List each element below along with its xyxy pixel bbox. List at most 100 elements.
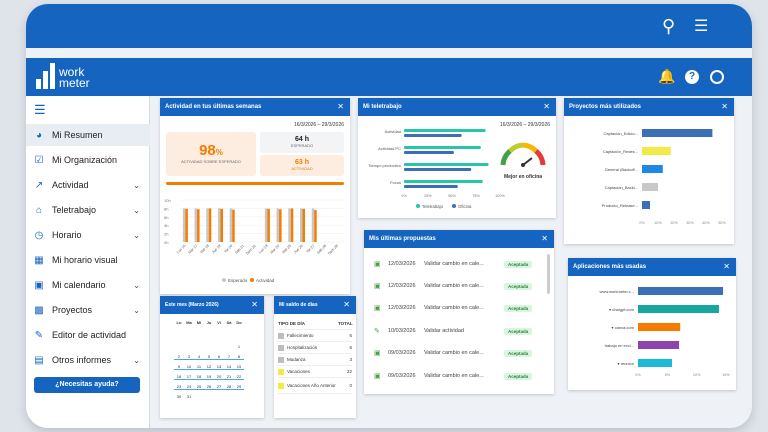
calendar-day[interactable]: 23	[174, 384, 184, 390]
list-item[interactable]: ✎ 10/03/2026 Validar actividad Aceptada	[374, 325, 542, 337]
chevron-down-icon: ⌄	[133, 355, 140, 365]
calendar-day[interactable]: 28	[224, 384, 234, 390]
close-icon[interactable]: ✕	[251, 300, 258, 309]
calendar-day[interactable]: 31	[186, 394, 192, 399]
calendar-day[interactable]: 27	[214, 384, 224, 390]
sidebar-item-mi-horario-visual[interactable]: ▦ Mi horario visual	[26, 249, 150, 271]
x-tick-label: 50%	[718, 221, 726, 225]
user-account-icon[interactable]	[710, 70, 724, 84]
bell-icon[interactable]: 🔔	[658, 68, 676, 84]
proposal-desc: Validar cambio en cale...	[424, 373, 484, 379]
sidebar-item-actividad[interactable]: ↗ Actividad ⌄	[26, 174, 150, 196]
calendar-day[interactable]: 9	[174, 364, 184, 370]
hamburger-menu-icon[interactable]: ☰	[694, 18, 709, 35]
y-category-label: Tiempo productivo	[368, 163, 402, 168]
bar-oficina	[404, 185, 458, 188]
close-icon[interactable]: ✕	[721, 102, 728, 111]
calendar-day[interactable]: 1	[237, 344, 241, 349]
list-item[interactable]: ▣ 12/03/2026 Validar cambio en cale... A…	[374, 258, 542, 270]
sidebar-item-editor-de-actividad[interactable]: ✎ Editor de actividad	[26, 324, 150, 346]
calendar-day[interactable]: 3	[184, 354, 194, 360]
bar-oficina	[404, 151, 454, 154]
scrollbar[interactable]	[547, 254, 550, 294]
x-tick-label: 25%	[424, 194, 432, 198]
close-icon[interactable]: ✕	[723, 262, 730, 271]
list-item[interactable]: ▣ 09/03/2026 Validar cambio en cale... A…	[374, 370, 542, 382]
help-icon[interactable]: ?	[685, 70, 699, 84]
sidebar-item-mi-calendario[interactable]: ▣ Mi calendario ⌄	[26, 274, 150, 296]
sidebar-item-otros-informes[interactable]: ▤ Otros informes ⌄	[26, 349, 150, 371]
x-tick-label: Jue 19	[211, 244, 221, 254]
calendar-day[interactable]: 21	[224, 374, 234, 380]
calendar-day[interactable]: 24	[184, 384, 194, 390]
list-item[interactable]: ▣ 12/03/2026 Validar cambio en cale... A…	[374, 302, 542, 314]
activity-hours: 63 h	[294, 159, 309, 166]
logo-bars-icon	[36, 63, 55, 89]
calendar-day[interactable]: 5	[204, 354, 214, 360]
close-icon[interactable]: ✕	[541, 234, 548, 243]
calendar-day[interactable]: 20	[214, 374, 224, 380]
help-button[interactable]: ¿Necesitas ayuda?	[34, 377, 140, 393]
calendar-card: Este mes (Marzo 2026) ✕ Lu Ma Mi Ju Vi S…	[160, 296, 264, 418]
calendar-day[interactable]: 17	[184, 374, 194, 380]
list-item[interactable]: ▣ 09/03/2026 Validar cambio en cale... A…	[374, 347, 542, 359]
calendar-day[interactable]: 4	[194, 354, 204, 360]
calendar-day[interactable]: 13	[214, 364, 224, 370]
calendar-day[interactable]: 26	[204, 384, 214, 390]
calendar-day[interactable]: 11	[194, 364, 204, 370]
calendar-day[interactable]: 14	[224, 364, 234, 370]
sidebar-item-horario[interactable]: ◷ Horario ⌄	[26, 224, 150, 246]
calendar-icon: ▣	[374, 373, 381, 380]
y-category-label: trabajo en excl...	[605, 343, 634, 348]
sidebar-item-label: Editor de actividad	[52, 330, 127, 340]
calendar-day[interactable]: 25	[194, 384, 204, 390]
x-tick-label: 75%	[472, 194, 480, 198]
status-badge: Aceptada	[504, 304, 533, 312]
sidebar-item-teletrabajo[interactable]: ⌂ Teletrabajo ⌄	[26, 199, 150, 221]
sidebar-item-mi-resumen[interactable]: ◕ Mi Resumen	[26, 124, 150, 146]
card-title: Mis últimas propuestas	[369, 236, 436, 242]
x-tick-label: Dom 22	[245, 244, 257, 256]
calendar-day[interactable]: 19	[204, 374, 214, 380]
search-icon[interactable]: ⚲	[662, 16, 676, 36]
calendar-day[interactable]: 7	[224, 354, 234, 360]
close-icon[interactable]: ✕	[343, 300, 350, 309]
calendar-day[interactable]: 15	[234, 364, 244, 370]
help-button-label: ¿Necesitas ayuda?	[55, 381, 119, 388]
calendar-day[interactable]: 6	[214, 354, 224, 360]
sidebar-item-label: Teletrabajo	[52, 205, 97, 215]
report-icon: ▤	[34, 354, 44, 366]
bar	[638, 305, 719, 313]
calendar-day[interactable]: 30	[176, 394, 182, 399]
calendar-day[interactable]: 10	[184, 364, 194, 370]
telework-card-header: Mi teletrabajo ✕	[358, 98, 556, 116]
menu-toggle-icon[interactable]: ☰	[34, 102, 46, 117]
calendar-day[interactable]: 2	[174, 354, 184, 360]
bar-teletrabajo	[404, 180, 483, 183]
calendar-day[interactable]: 29	[234, 384, 244, 390]
x-tick-label: 0%	[635, 373, 641, 377]
x-tick-label: Sáb 21	[234, 244, 245, 255]
y-category-label: Captación_Edicio...	[604, 131, 638, 136]
bar	[638, 359, 673, 367]
calendar-day[interactable]: 12	[204, 364, 214, 370]
close-icon[interactable]: ✕	[337, 102, 344, 111]
percent-unit: %	[215, 148, 223, 157]
close-icon[interactable]: ✕	[543, 102, 550, 111]
day-type: Hospitalización	[287, 345, 318, 350]
card-title: Proyectos más utilizados	[569, 104, 642, 110]
calendar-day	[204, 344, 214, 349]
bar	[642, 165, 663, 173]
calendar-day[interactable]: 22	[234, 374, 244, 380]
sidebar-item-proyectos[interactable]: ▩ Proyectos ⌄	[26, 299, 150, 321]
legend-activity-marker	[250, 278, 254, 282]
calendar-day[interactable]: 18	[194, 374, 204, 380]
table-row: Mudanza 3	[278, 354, 352, 366]
list-item[interactable]: ▣ 12/03/2026 Validar cambio en cale... A…	[374, 280, 542, 292]
activity-hours-box: 63 h ACTIVIDAD	[260, 155, 344, 176]
sidebar-item-mi-organizacion[interactable]: ☑ Mi Organización	[26, 149, 150, 171]
calendar-day[interactable]: 16	[174, 374, 184, 380]
y-category-label: ▾ chatgpt.com	[609, 307, 635, 312]
x-tick-label: 0%	[639, 221, 645, 225]
calendar-day[interactable]: 8	[234, 354, 244, 360]
